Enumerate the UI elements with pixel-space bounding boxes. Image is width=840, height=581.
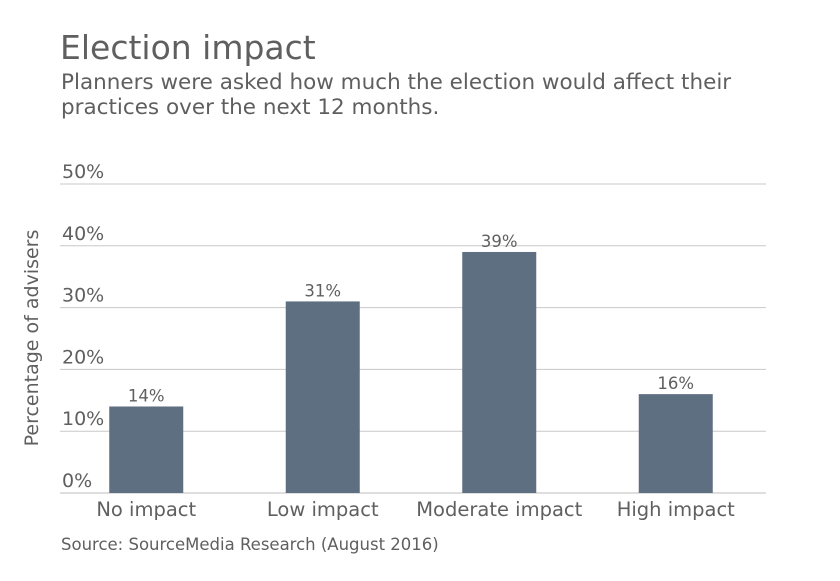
- y-tick-label: 0%: [62, 470, 92, 492]
- y-axis-ticks: 0% 10% 20% 30% 40% 50%: [62, 161, 104, 492]
- source-note: Source: SourceMedia Research (August 201…: [61, 535, 439, 554]
- chart-title: Election impact: [60, 28, 316, 67]
- bar-high-impact: [638, 394, 713, 493]
- bar-no-impact: [109, 406, 184, 493]
- bar-low-impact: [285, 301, 360, 493]
- y-tick-label: 20%: [62, 346, 104, 368]
- bars: [109, 251, 713, 493]
- x-tick-label: High impact: [617, 498, 735, 521]
- x-tick-label: Low impact: [267, 498, 379, 521]
- chart-subtitle: Planners were asked how much the electio…: [61, 70, 732, 120]
- y-tick-label: 30%: [62, 285, 104, 307]
- x-tick-label: No impact: [96, 498, 196, 521]
- x-tick-label: Moderate impact: [416, 498, 582, 521]
- data-label: 14%: [128, 386, 165, 405]
- y-tick-label: 10%: [62, 408, 104, 430]
- data-label: 16%: [657, 374, 694, 393]
- y-tick-label: 50%: [62, 161, 104, 183]
- data-label: 39%: [481, 232, 518, 251]
- data-labels: 14% 31% 39% 16%: [128, 232, 694, 406]
- bar-moderate-impact: [462, 251, 537, 493]
- x-axis-categories: No impact Low impact Moderate impact High i…: [96, 498, 735, 521]
- data-label: 31%: [304, 281, 341, 300]
- y-axis-label: Percentage of advisers: [21, 230, 43, 447]
- y-tick-label: 40%: [62, 223, 104, 245]
